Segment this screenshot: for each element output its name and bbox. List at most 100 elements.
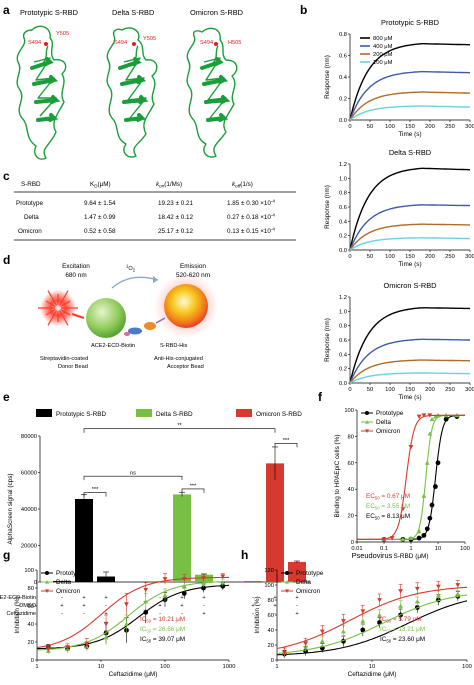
donor-bead-label-line1: Streptavidin-coated xyxy=(40,356,88,362)
data-point xyxy=(319,638,325,644)
data-point xyxy=(220,574,226,579)
ic50-annotation: IC50 = 23.60 μM xyxy=(380,636,425,644)
significance-label: ** xyxy=(177,423,182,429)
data-point xyxy=(427,431,433,436)
srbd-protein-icon xyxy=(144,317,166,330)
chart-title: Delta S-RBD xyxy=(389,148,431,157)
legend-label: Prototypic S-RBD xyxy=(56,411,106,418)
data-point xyxy=(341,629,346,634)
y-tick-label: 40 xyxy=(348,487,354,493)
data-point xyxy=(365,420,369,424)
series-line xyxy=(349,237,470,251)
x-tick-label: 250 xyxy=(445,124,455,130)
y-tick-label: 80 xyxy=(28,586,34,592)
condition-mark: + xyxy=(202,595,205,601)
y-tick-label: 0.2 xyxy=(339,234,347,240)
ribbon-backbone xyxy=(106,27,158,158)
beta-strand xyxy=(124,113,147,122)
x-tick-label: 1000 xyxy=(223,664,236,670)
x-tick-label: 150 xyxy=(405,254,415,260)
data-point xyxy=(365,411,369,415)
series-line xyxy=(349,91,470,121)
srbd-label: S-RBD-His xyxy=(160,343,188,349)
table-cell-name: Delta xyxy=(24,214,39,221)
y-tick-label: 0.8 xyxy=(339,32,347,38)
data-point xyxy=(162,577,168,582)
data-point xyxy=(424,460,430,465)
table-row: Prototype 9.64 ± 1.54 19.23 ± 0.21 1.85 … xyxy=(16,199,275,208)
table-cell-kd: 9.64 ± 1.54 xyxy=(84,200,116,207)
condition-mark: - xyxy=(83,611,85,617)
panel-letter-a: a xyxy=(3,3,10,17)
condition-mark: - xyxy=(274,611,276,617)
data-point xyxy=(436,593,441,598)
legend-label: 200 μM xyxy=(373,52,393,58)
data-point xyxy=(400,507,406,512)
data-point xyxy=(143,599,149,604)
x-tick-label: 100 xyxy=(385,254,395,260)
data-point xyxy=(455,583,461,588)
table-cell-kon: 19.23 ± 0.21 xyxy=(158,200,193,207)
data-point xyxy=(45,571,49,575)
y-tick-label: 20 xyxy=(268,643,274,649)
condition-mark: + xyxy=(104,611,107,617)
x-tick-label: 0 xyxy=(348,387,351,393)
data-point xyxy=(124,602,129,607)
donor-bead xyxy=(86,298,126,338)
data-point xyxy=(408,535,414,540)
significance-bracket xyxy=(181,488,205,493)
legend-label: Delta xyxy=(296,579,311,586)
ec50-annotation: EC50 = 3.55 μM xyxy=(366,503,410,511)
x-axis-label: Ceftazidime (μM) xyxy=(109,671,158,678)
legend-label: Omicron xyxy=(376,428,401,435)
significance-label: ns xyxy=(130,471,136,477)
condition-mark: - xyxy=(159,611,161,617)
condition-mark: + xyxy=(202,611,205,617)
y-tick-label: 1.2 xyxy=(339,162,347,168)
fit-curve xyxy=(276,586,468,650)
x-axis-label: Time (s) xyxy=(398,394,421,401)
series-line xyxy=(349,307,471,384)
fit-curve xyxy=(357,414,465,540)
x-tick-label: 10 xyxy=(369,664,375,670)
legend-label: Delta xyxy=(56,579,71,586)
singlet-oxygen-arrow xyxy=(111,276,159,289)
protein-ribbon-omicron xyxy=(186,27,238,158)
data-point xyxy=(143,587,149,593)
y-axis-label: AlphaScreen signal (cps) xyxy=(7,473,14,544)
data-point xyxy=(424,526,430,532)
y-tick-label: 0.6 xyxy=(339,338,347,344)
kinetics-table: S-RBD KD(μM) kon(1/Ms) koff(1/s) Prototy… xyxy=(14,181,296,241)
x-tick-label: 0.1 xyxy=(380,546,388,552)
ic50-annotation: IC50 = 10.21 μM xyxy=(140,616,185,624)
x-tick-label: 100 xyxy=(462,664,472,670)
table-cell-kd: 0.52 ± 0.58 xyxy=(84,228,116,235)
protein-ribbon-prototype xyxy=(16,25,67,160)
x-axis-label: Time (s) xyxy=(398,261,421,268)
data-point xyxy=(408,445,414,450)
ribbon-backbone xyxy=(16,25,67,160)
legend-label: Delta xyxy=(376,419,391,426)
x-tick-label: 100 xyxy=(460,546,470,552)
y-tick-label: 40 xyxy=(28,622,34,628)
table-header-koff: koff(1/s) xyxy=(232,181,253,189)
data-point xyxy=(319,629,325,634)
x-tick-label: 200 xyxy=(425,254,435,260)
legend-label: 800 μM xyxy=(373,36,393,42)
table-cell-koff: 0.27 ± 0.18 ×10-4 xyxy=(227,213,275,222)
bar xyxy=(266,463,284,582)
residue-label-s494-prototype: S494 xyxy=(28,40,41,46)
chart-cell-binding: 0 20 40 60 80 100 0.01 0.1 1 10 100 S-RBD (μM) Bindi… xyxy=(334,408,470,560)
beta-strand xyxy=(206,113,229,122)
y-tick-label: 0.4 xyxy=(339,219,348,225)
data-point xyxy=(429,502,435,508)
x-tick-label: 100 xyxy=(385,387,395,393)
x-tick-label: 150 xyxy=(405,387,415,393)
significance-label: *** xyxy=(92,487,99,493)
acceptor-bead-label-line2: Acceptor Bead xyxy=(167,364,204,370)
y-tick-label: 0.2 xyxy=(339,97,347,103)
beta-strand xyxy=(36,113,59,122)
beta-strand xyxy=(200,57,224,70)
excitation-beam xyxy=(71,313,85,319)
